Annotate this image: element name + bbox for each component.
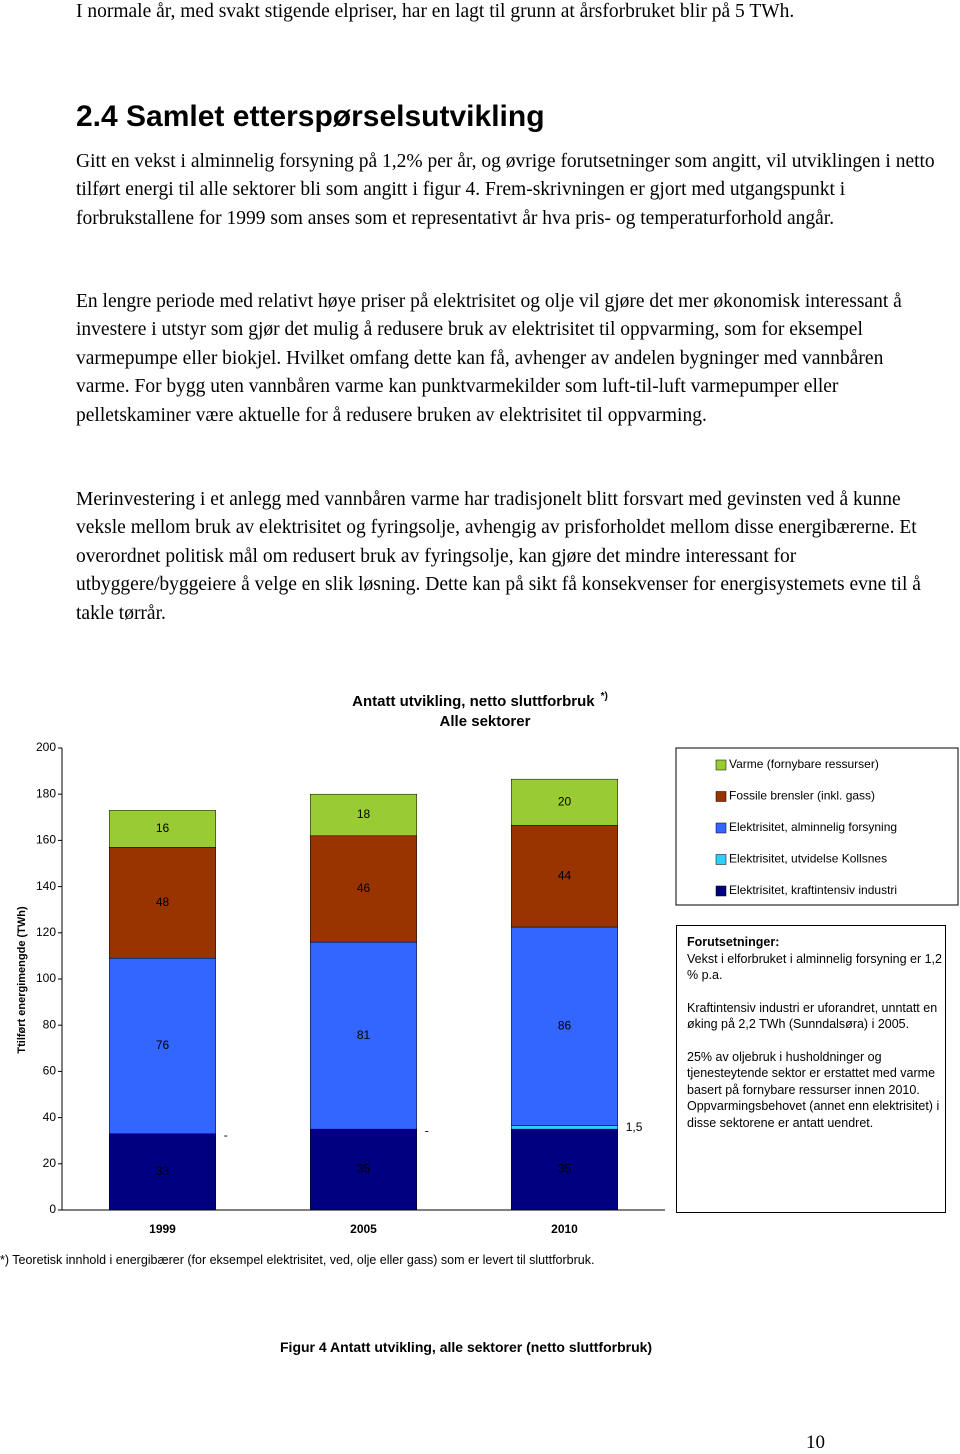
y-tick-label: 180	[36, 786, 56, 800]
y-tick-label: 120	[36, 925, 56, 939]
footnote: *) Teoretisk innhold i energibærer (for …	[0, 1253, 595, 1267]
legend-swatch	[715, 854, 727, 865]
heading: 2.4 Samlet etterspørselsutvikling	[76, 100, 545, 133]
notes-box: Forutsetninger: Vekst i elforbruket i al…	[676, 925, 946, 1213]
legend-label: Varme (fornybare ressurser)	[729, 757, 879, 771]
value-label: 35	[357, 1162, 371, 1176]
y-tick-label: 60	[43, 1064, 57, 1078]
page-number: 10	[806, 1432, 825, 1453]
value-label: 76	[156, 1038, 170, 1052]
note: Vekst i elforbruket i alminnelig forsyni…	[687, 951, 942, 983]
y-tick-label: 200	[36, 740, 56, 754]
legend-label: Elektrisitet, utvidelse Kollsnes	[729, 852, 887, 866]
bar-segment	[309, 793, 418, 837]
paragraph: Merinvestering i et anlegg med vannbåren…	[76, 489, 921, 624]
legend-label: Elektrisitet, alminnelig forsyning	[729, 820, 897, 834]
paragraph: I normale år, med svakt stigende elprise…	[76, 1, 795, 22]
chart-title-text: Antatt utvikling, netto sluttforbruk	[352, 693, 595, 710]
y-tick-label: 40	[43, 1110, 57, 1124]
legend-label: Fossile brensler (inkl. gass)	[729, 789, 875, 803]
bar-segment	[510, 778, 619, 826]
value-label: -	[425, 1123, 429, 1137]
y-tick-label: 160	[36, 833, 56, 847]
bar-segment	[108, 847, 217, 959]
bar-segment	[108, 957, 217, 1135]
chart-title: Antatt utvikling, netto sluttforbruk *)	[352, 691, 608, 710]
legend-swatch	[715, 885, 727, 897]
legend-swatch	[715, 822, 727, 834]
x-tick-label: 2005	[350, 1222, 377, 1236]
y-axis-label: Ttilført energimengde (TWh)	[16, 906, 28, 1054]
y-tick-label: 100	[36, 971, 56, 985]
bar-segment	[108, 1133, 217, 1211]
title-note: *)	[601, 691, 608, 702]
bar-segment	[309, 1128, 418, 1211]
figure-caption: Figur 4 Antatt utvikling, alle sektorer …	[280, 1339, 653, 1355]
bar-segment	[510, 926, 619, 1126]
value-label: 35	[558, 1162, 572, 1176]
value-label: 86	[558, 1019, 572, 1033]
x-tick-label: 1999	[149, 1222, 176, 1236]
y-tick-label: 80	[43, 1017, 57, 1031]
value-label: -	[224, 1128, 228, 1142]
paragraph: Gitt en vekst i alminnelig forsyning på …	[76, 151, 935, 229]
bar-segment	[309, 835, 418, 943]
value-label: 20	[558, 794, 572, 808]
x-tick-label: 2010	[551, 1222, 578, 1236]
legend-swatch	[715, 791, 727, 802]
value-label: 1,5	[626, 1120, 643, 1134]
legend-box	[675, 747, 959, 906]
value-label: 16	[156, 821, 170, 835]
bar-segment	[510, 825, 619, 928]
note: 25% av oljebruk i husholdninger og tjene…	[687, 1049, 940, 1130]
bar-segment	[108, 810, 217, 848]
value-label: 33	[156, 1164, 170, 1178]
note: Kraftintensiv industri er uforandret, un…	[687, 1000, 938, 1032]
y-tick-label: 20	[43, 1156, 57, 1170]
value-label: 46	[357, 881, 371, 895]
legend-swatch	[715, 759, 727, 771]
y-tick-label: 140	[36, 879, 56, 893]
value-label: 48	[156, 895, 170, 909]
bar-segment	[510, 1128, 619, 1211]
legend-label: Elektrisitet, kraftintensiv industri	[729, 883, 897, 897]
note-heading: Forutsetninger:	[687, 935, 780, 949]
y-tick-label: 0	[49, 1202, 56, 1216]
bar-segment	[510, 1125, 619, 1130]
value-label: 44	[558, 868, 572, 882]
paragraph: En lengre periode med relativt høye pris…	[76, 291, 902, 426]
value-label: 81	[357, 1028, 371, 1042]
value-label: 18	[357, 807, 371, 821]
chart-subtitle: Alle sektorer	[440, 713, 531, 730]
